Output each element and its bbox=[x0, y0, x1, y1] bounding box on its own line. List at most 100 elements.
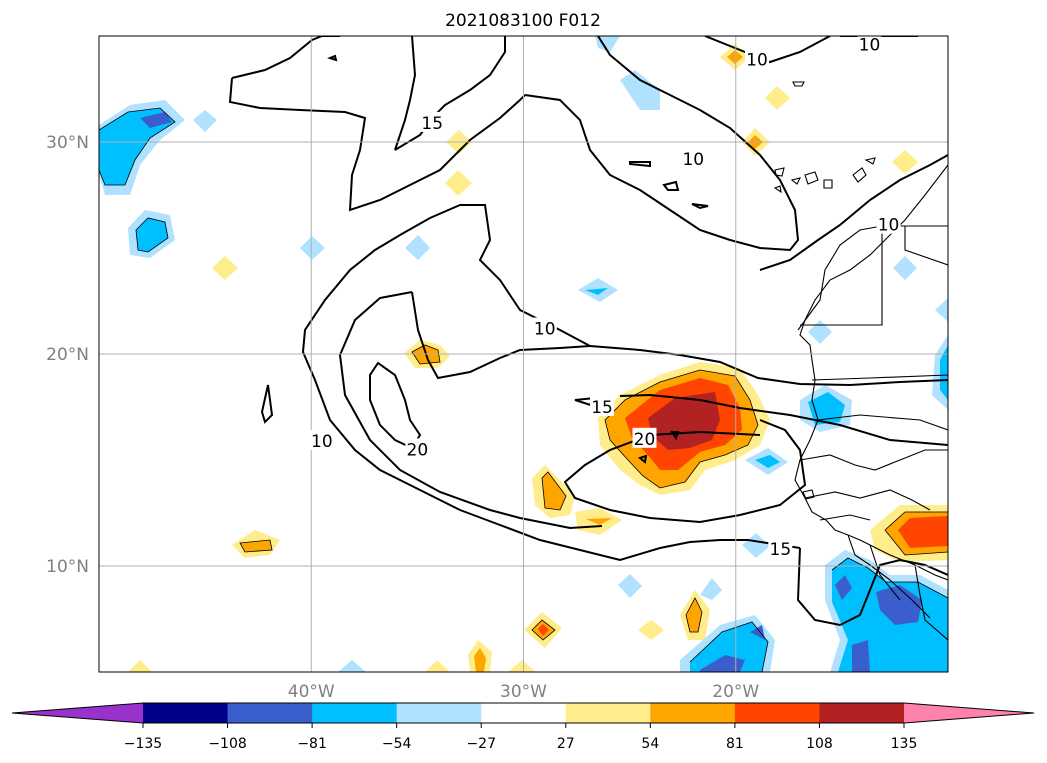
canary-island bbox=[852, 167, 867, 183]
fill-cold-patch bbox=[700, 578, 722, 600]
fill-cold-patch bbox=[808, 320, 832, 344]
contour-line bbox=[629, 161, 651, 168]
contour-line bbox=[369, 361, 422, 450]
colorbar-tick-label: −108 bbox=[208, 736, 246, 752]
contour-label-bg bbox=[876, 213, 901, 234]
contour-label: 10 bbox=[859, 35, 881, 55]
contour-label: 10 bbox=[311, 432, 333, 452]
fill-cold-southeast bbox=[750, 625, 765, 640]
contour-labels: 10 10 10 10 10 10 15 15 15 20 20 bbox=[309, 35, 901, 560]
madeira-island bbox=[792, 81, 805, 87]
anomaly-outline bbox=[685, 597, 703, 633]
fill-cold-patch bbox=[742, 533, 770, 558]
cape-verde-island bbox=[802, 489, 815, 500]
contour-label-bg bbox=[420, 111, 445, 132]
colorbar-tick-label: −54 bbox=[382, 736, 412, 752]
contour-line bbox=[637, 454, 648, 464]
contour-line bbox=[411, 291, 591, 380]
madeira-island bbox=[864, 157, 876, 165]
contour-line bbox=[670, 431, 680, 441]
fill-east-atlantic-high bbox=[648, 392, 720, 450]
contour-label: 15 bbox=[421, 114, 443, 134]
canary-island bbox=[823, 179, 833, 189]
fill-warm-patch bbox=[538, 624, 549, 636]
contour-label: 10 bbox=[682, 150, 704, 170]
anomaly-outline bbox=[531, 619, 556, 641]
country-border bbox=[797, 225, 948, 331]
contour-label: 10 bbox=[746, 50, 768, 70]
y-tick-labels: 30°N 20°N 10°N bbox=[46, 133, 89, 577]
contour-line bbox=[338, 291, 603, 530]
x-tick-label: 40°W bbox=[288, 682, 335, 702]
colorbar-tick-label: 81 bbox=[726, 736, 744, 752]
contour-line bbox=[260, 384, 274, 424]
colorbar-extend-high bbox=[904, 703, 1034, 723]
contour-label-bg bbox=[632, 427, 657, 448]
contour-line bbox=[301, 204, 801, 562]
contour-line bbox=[228, 77, 526, 212]
colorbar-tick-label: 54 bbox=[641, 736, 659, 752]
map-area: 10 10 10 10 10 10 15 15 15 20 20 bbox=[99, 35, 948, 672]
country-border bbox=[799, 449, 948, 471]
fill-cold-patch bbox=[620, 70, 660, 110]
colorbar-tick-label: 108 bbox=[806, 736, 833, 752]
fill-cold-patch bbox=[893, 256, 917, 280]
colorbar-segment bbox=[481, 703, 567, 723]
contour-label-bg bbox=[768, 538, 793, 559]
contour-line bbox=[563, 419, 807, 524]
contour-label: 15 bbox=[591, 398, 613, 418]
contour-label: 10 bbox=[534, 320, 556, 340]
contour-label-bg bbox=[857, 36, 882, 54]
contour-label: 15 bbox=[770, 540, 792, 560]
fill-cold-patch bbox=[193, 110, 217, 132]
colorbar-segment bbox=[227, 703, 313, 723]
country-border bbox=[869, 544, 901, 601]
fill-warm-dot bbox=[727, 50, 743, 64]
contour-label-bg bbox=[590, 396, 615, 416]
canary-island bbox=[804, 171, 819, 185]
fill-warm-patch bbox=[240, 540, 272, 552]
contour-line bbox=[619, 393, 948, 446]
fill-warm-dot bbox=[892, 150, 918, 174]
y-tick-label: 20°N bbox=[46, 345, 89, 365]
country-border bbox=[800, 226, 883, 326]
contour-line bbox=[691, 203, 709, 210]
contour-label-bg bbox=[405, 438, 430, 459]
contour-line bbox=[589, 345, 948, 387]
contour-line bbox=[394, 36, 417, 151]
anomaly-outline bbox=[884, 511, 948, 556]
fill-cold-patch bbox=[755, 455, 780, 468]
country-border bbox=[914, 564, 948, 641]
fill-cold-southeast bbox=[338, 660, 366, 672]
fill-cold-patch bbox=[140, 112, 172, 128]
contour-line bbox=[649, 430, 761, 436]
x-tick-labels: 40°W 30°W 20°W bbox=[288, 682, 760, 702]
colorbar-tick-label: −27 bbox=[466, 736, 496, 752]
anomaly-outline bbox=[135, 217, 169, 253]
colorbar-tick-label: −135 bbox=[124, 736, 162, 752]
anomaly-outline bbox=[541, 471, 567, 511]
contour-line bbox=[796, 547, 948, 627]
fill-warm-dot bbox=[445, 170, 472, 196]
fill-warm-dot bbox=[638, 620, 664, 640]
colorbar-segment bbox=[143, 703, 229, 723]
colorbar-tick-label: −81 bbox=[297, 736, 327, 752]
contour-line bbox=[231, 36, 323, 79]
fill-warm-patch bbox=[686, 598, 702, 632]
fill-cold-southeast bbox=[690, 622, 768, 672]
country-border bbox=[811, 374, 948, 381]
contour-label-bg bbox=[532, 317, 557, 338]
anomaly-outline bbox=[604, 369, 759, 489]
fill-cold-patch bbox=[405, 235, 430, 260]
fill-warm-dot bbox=[508, 660, 536, 672]
fill-warm-dot bbox=[128, 660, 152, 672]
fill-warm-patch bbox=[586, 518, 612, 525]
fill-warm-patch bbox=[542, 472, 566, 510]
fill-cold-southeast bbox=[835, 575, 852, 600]
chart-title: 2021083100 F012 bbox=[445, 11, 601, 31]
fill-cold-southeast bbox=[876, 585, 922, 625]
contour-label-bg bbox=[309, 429, 334, 450]
colorbar-segment bbox=[312, 703, 398, 723]
colorbar-segment bbox=[650, 703, 736, 723]
